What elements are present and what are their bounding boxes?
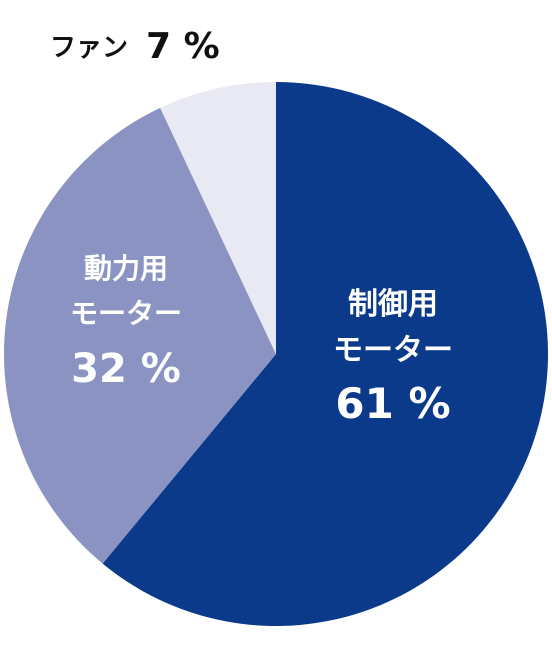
pie-slice-fan [160, 82, 276, 354]
pie-slices [4, 82, 548, 627]
slice-label-power-motor-line2: モーター [70, 297, 182, 330]
slice-value-power-motor: 32 % [71, 346, 181, 392]
pie-slice-power-motor [4, 107, 276, 564]
slice-value-control-motor: 61 % [335, 379, 450, 428]
slice-label-power-motor-line1: 動力用 [84, 252, 168, 285]
slice-label-fan: ファン [50, 33, 128, 63]
pie-labels: 制御用 モーター 61 % 動力用 モーター 32 % ファン 7 % [50, 26, 453, 428]
pie-slice-control-motor [102, 82, 548, 627]
slice-value-fan: 7 % [146, 26, 220, 67]
slice-label-control-motor-line1: 制御用 [348, 287, 438, 322]
slice-label-control-motor-line2: モーター [333, 333, 453, 368]
